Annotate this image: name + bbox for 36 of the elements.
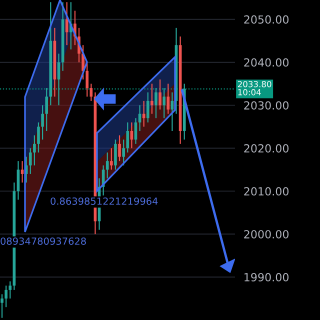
candlestick [166,83,170,114]
candlestick [126,122,130,154]
candlestick [110,148,113,170]
candlestick [154,88,158,119]
candlestick [90,83,93,102]
candlestick [45,88,48,132]
candlestick [122,139,125,166]
candlestick [65,2,68,46]
candlestick [142,100,146,128]
candlestick [146,92,150,123]
y-tick-label: 2010.00 [244,187,289,196]
candlestick [37,122,40,154]
candlestick [8,280,12,300]
candlestick [41,104,44,140]
y-tick-label: 2050.00 [244,15,289,24]
candlestick [114,139,117,170]
y-tick-label: 1990.00 [244,273,289,282]
candlestick [118,134,121,162]
candlestick [33,134,36,166]
candlestick [20,160,24,184]
y-tick-label: 2030.00 [244,101,289,110]
candlestick [86,62,89,98]
candlestick [158,78,162,110]
ref-line-label: 2033.80 [238,80,272,88]
y-tick-label: 2000.00 [244,230,289,238]
annotation: 08934780937628 [0,237,86,245]
y-tick-label: 2020.00 [244,144,289,153]
candlestick [28,148,32,175]
candlestick [162,88,166,119]
annotation: 0.8639851221219964 [50,197,158,205]
candlestick [106,152,109,179]
candlestick [4,285,8,308]
y-tick-label: 2040.00 [244,58,289,67]
candlestick [150,83,154,114]
text: 10:04 [238,89,261,96]
candlestick [0,294,4,318]
